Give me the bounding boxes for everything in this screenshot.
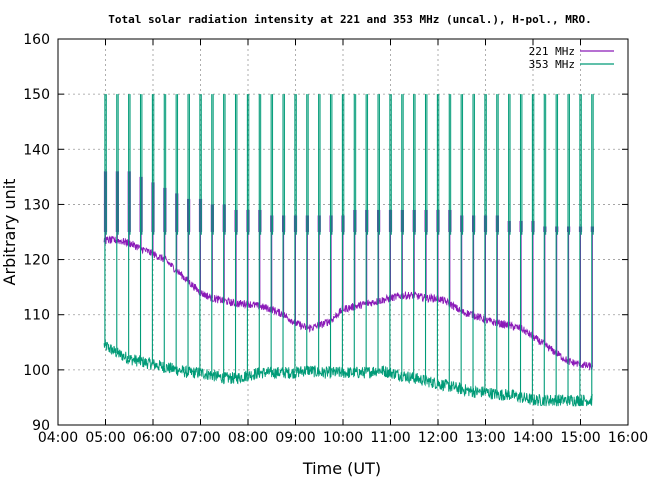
spike-221 <box>555 226 559 232</box>
y-tick-label: 100 <box>23 363 50 379</box>
spike-221 <box>293 215 298 232</box>
y-tick-label: 90 <box>32 418 50 434</box>
spike-221 <box>270 215 274 232</box>
y-tick-label: 140 <box>23 142 50 158</box>
spike-221 <box>567 226 571 232</box>
spike-221 <box>127 171 131 232</box>
spike-221 <box>151 182 155 232</box>
spike-221 <box>472 215 476 232</box>
x-axis-label: Time (UT) <box>302 459 381 478</box>
x-tick-label: 09:00 <box>275 430 315 446</box>
spike-221 <box>543 226 547 232</box>
y-tick-label: 120 <box>23 253 50 269</box>
x-tick-label: 04:00 <box>38 430 78 446</box>
spike-221 <box>507 220 511 232</box>
spike-221 <box>246 209 250 232</box>
spike-221 <box>519 220 523 232</box>
x-tick-label: 13:00 <box>465 430 505 446</box>
spike-221 <box>448 209 452 232</box>
spike-221 <box>365 209 369 232</box>
y-axis-ticks: 90 100 110 120 130 140 150 160 <box>23 32 628 434</box>
spike-221 <box>222 204 226 232</box>
series-353-line <box>103 339 593 407</box>
y-tick-label: 150 <box>23 87 50 103</box>
x-tick-label: 15:00 <box>560 430 600 446</box>
spike-221 <box>187 198 191 232</box>
spike-221 <box>400 209 404 232</box>
spike-221 <box>388 209 393 232</box>
x-tick-label: 16:00 <box>608 430 648 446</box>
x-tick-label: 05:00 <box>85 430 125 446</box>
spike-221 <box>163 187 167 232</box>
spike-221 <box>377 209 381 232</box>
spike-221 <box>115 171 119 232</box>
chart-title: Total solar radiation intensity at 221 a… <box>108 13 591 26</box>
spike-221 <box>483 215 488 232</box>
spike-221 <box>139 176 143 232</box>
spike-221 <box>531 220 535 232</box>
spike-221 <box>495 215 499 232</box>
x-tick-label: 14:00 <box>513 430 553 446</box>
spike-221 <box>282 215 286 232</box>
spike-221 <box>258 209 262 232</box>
x-axis-ticks: 04:00 05:00 06:00 07:00 08:00 09:00 10:00 11:00… <box>38 39 648 446</box>
spike-221 <box>175 193 179 232</box>
y-tick-label: 130 <box>23 197 50 213</box>
series-221-line <box>103 235 593 371</box>
spike-221 <box>353 209 357 232</box>
grid <box>58 39 628 425</box>
legend-label-221: 221 MHz <box>529 45 575 58</box>
spike-221 <box>305 215 309 232</box>
spike-221 <box>590 226 594 232</box>
x-tick-label: 10:00 <box>323 430 363 446</box>
plot-frame <box>57 38 629 426</box>
spike-221 <box>234 209 238 232</box>
x-tick-label: 12:00 <box>418 430 458 446</box>
series-layer <box>103 94 594 407</box>
spike-221 <box>103 171 108 232</box>
spike-221 <box>210 204 214 232</box>
spike-221 <box>578 226 583 232</box>
y-tick-label: 110 <box>23 308 50 324</box>
spike-221 <box>436 209 440 232</box>
y-tick-label: 160 <box>23 32 50 48</box>
spike-221 <box>198 198 203 232</box>
spike-221 <box>329 215 333 232</box>
legend: 221 MHz 353 MHz <box>529 45 614 71</box>
y-axis-label: Arbitrary unit <box>0 179 19 286</box>
spike-221 <box>460 215 464 232</box>
legend-label-353: 353 MHz <box>529 58 575 71</box>
spike-221 <box>317 215 321 232</box>
spike-221 <box>341 215 345 232</box>
spike-221 <box>412 209 416 232</box>
spike-221 <box>424 209 428 232</box>
x-tick-label: 06:00 <box>133 430 173 446</box>
x-tick-label: 07:00 <box>180 430 220 446</box>
x-tick-label: 11:00 <box>370 430 410 446</box>
x-tick-label: 08:00 <box>228 430 268 446</box>
